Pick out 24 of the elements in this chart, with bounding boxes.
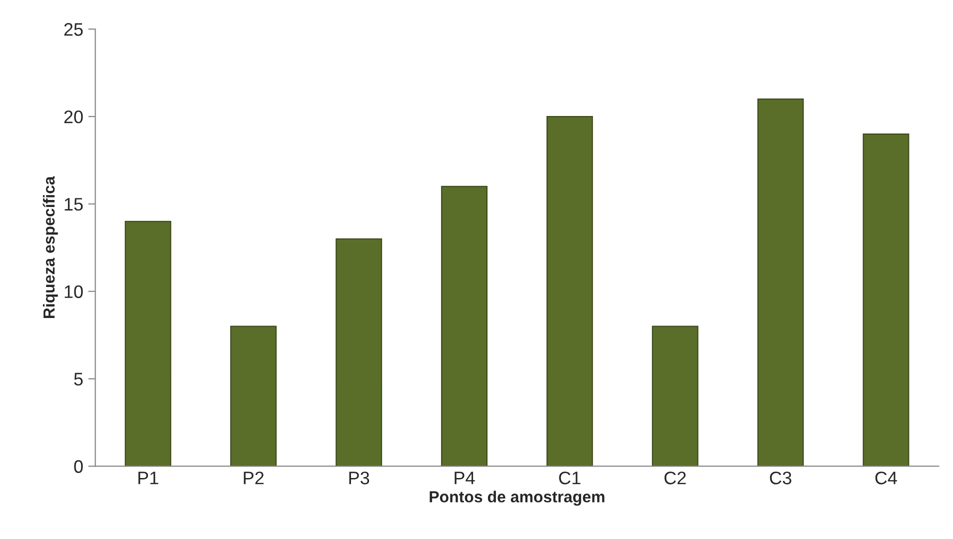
- bar: [757, 98, 804, 466]
- bar: [546, 116, 593, 466]
- x-tick-label: C3: [770, 472, 792, 484]
- y-tick-label: 25: [64, 23, 83, 36]
- x-tick-label: C4: [875, 472, 898, 484]
- x-tick-label: C2: [664, 472, 686, 484]
- bar: [124, 220, 172, 466]
- bar: [230, 326, 277, 466]
- x-tick-label: P3: [349, 472, 370, 484]
- y-tick-label: 0: [74, 460, 83, 473]
- x-tick-label: P2: [244, 472, 264, 484]
- x-tick-label: C1: [559, 472, 580, 484]
- x-tick-label: P1: [138, 472, 158, 484]
- y-tick-label: 15: [64, 198, 83, 211]
- bar: [441, 186, 488, 466]
- x-axis-title: Pontos de amostragem: [430, 490, 604, 506]
- y-tick-label: 5: [74, 372, 83, 386]
- bar: [336, 238, 382, 466]
- bar: [652, 326, 698, 466]
- y-tick-label: 10: [64, 285, 83, 298]
- y-tick-label: 20: [64, 110, 83, 124]
- bar: [862, 133, 910, 466]
- x-tick-label: P4: [454, 472, 475, 484]
- y-axis-title: Riqueza específica: [42, 176, 58, 318]
